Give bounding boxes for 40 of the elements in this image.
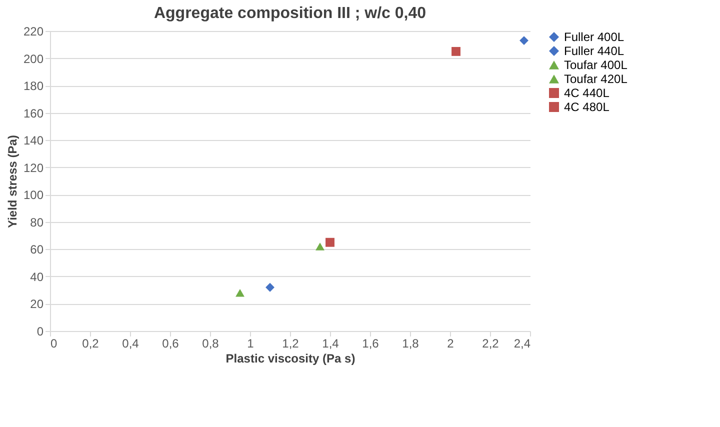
legend-label: Fuller 440L <box>564 44 624 58</box>
x-tick-label: 0 <box>50 336 58 350</box>
y-axis-title: Yield stress (Pa) <box>5 135 20 228</box>
x-tick-label: 2,4 <box>514 336 531 350</box>
x-tick-label: 0,6 <box>162 336 180 350</box>
x-tick-label: 1,2 <box>282 336 300 350</box>
y-tick-label: 140 <box>23 134 44 148</box>
y-tick-label: 120 <box>23 160 44 175</box>
point <box>520 36 528 46</box>
x-tick-label: 2,2 <box>482 336 500 350</box>
legend-label: Toufar 400L <box>564 58 628 72</box>
x-tick-label: 1 <box>247 336 254 350</box>
y-tick-label: 0 <box>36 324 44 338</box>
point <box>266 282 274 292</box>
x-tick-label: 1,8 <box>402 336 420 350</box>
point <box>452 46 460 56</box>
legend-label: 4C 480L <box>564 100 610 114</box>
x-tick-label: 0,2 <box>82 336 100 350</box>
x-tick-label: 2 <box>447 336 454 350</box>
point <box>326 238 334 247</box>
x-axis-title: Plastic viscosity (Pa s) <box>226 352 356 366</box>
chart-title: Aggregate composition III ; w/c 0,40 <box>154 5 426 22</box>
y-tick-label: 220 <box>23 24 44 38</box>
legend-label: Toufar 420L <box>564 72 628 86</box>
y-tick-label: 20 <box>30 297 44 312</box>
legend-label: Fuller 400L <box>564 30 624 44</box>
x-tick-label: 1,4 <box>322 336 340 350</box>
point <box>236 288 244 297</box>
y-tick-label: 160 <box>23 106 44 120</box>
y-tick-label: 100 <box>23 188 44 202</box>
x-tick-label: 0,4 <box>122 336 140 350</box>
y-tick-label: 40 <box>30 270 44 284</box>
x-tick-label: 1,6 <box>362 336 380 350</box>
legend-label: 4C 440L <box>564 86 610 100</box>
y-tick-label: 180 <box>23 79 44 94</box>
y-tick-label: 60 <box>30 242 44 257</box>
x-tick-label: 0,8 <box>202 336 220 350</box>
point <box>316 242 324 250</box>
y-tick-label: 80 <box>30 215 44 230</box>
y-tick-label: 200 <box>23 52 44 66</box>
